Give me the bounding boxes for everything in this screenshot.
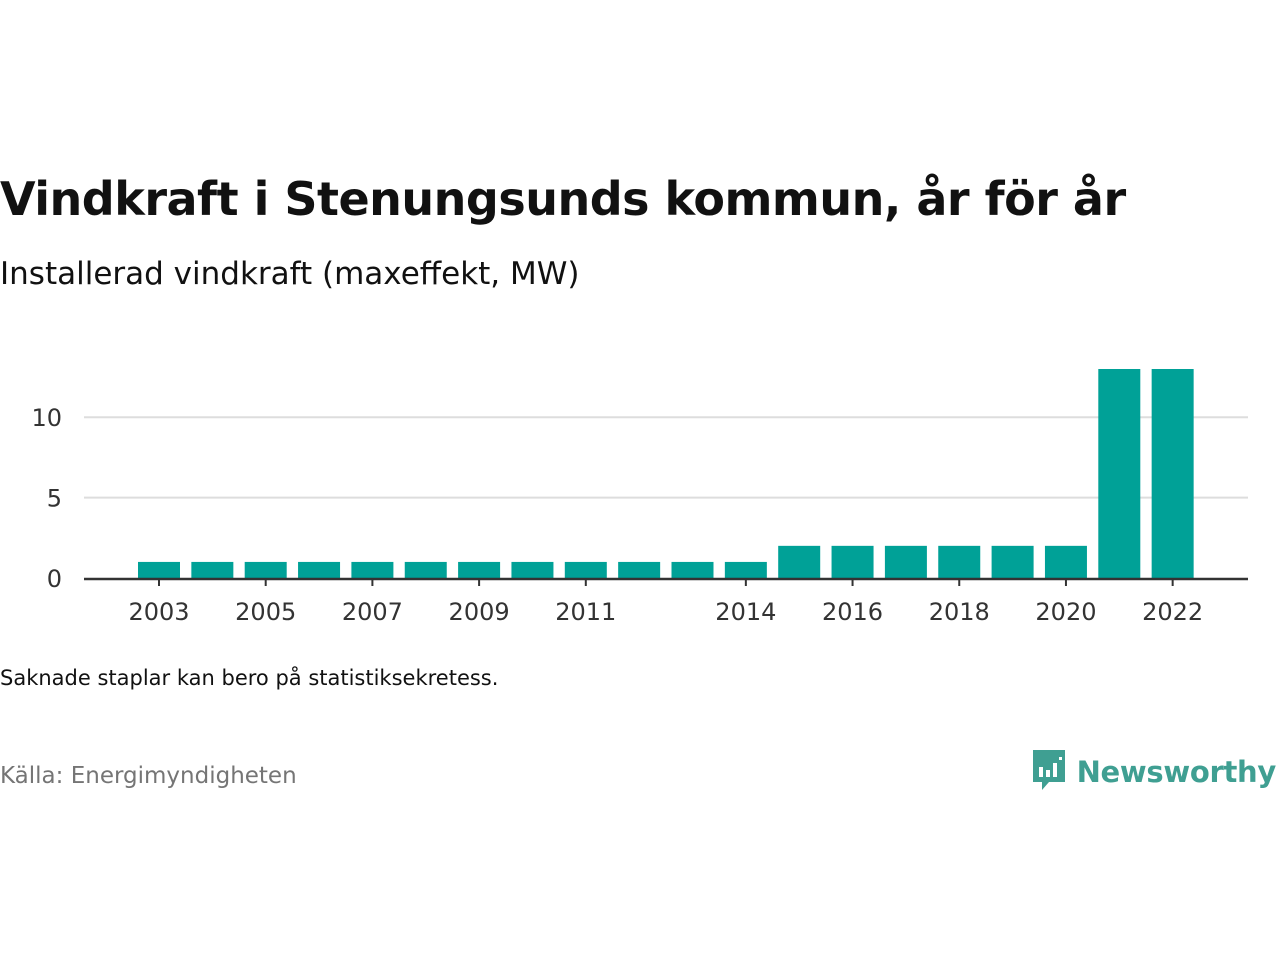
chart-subtitle: Installerad vindkraft (maxeffekt, MW) <box>0 256 580 292</box>
bar-2013 <box>671 561 714 578</box>
brand-logo: Newsworthy <box>1031 748 1276 796</box>
brand-name: Newsworthy <box>1076 755 1277 789</box>
bar-2009 <box>458 561 501 578</box>
bar-2021 <box>1098 369 1141 578</box>
y-tick-label: 10 <box>31 404 62 432</box>
y-tick-label: 5 <box>47 485 62 513</box>
x-tick-label: 2016 <box>822 598 883 626</box>
bar-2014 <box>724 561 767 578</box>
x-tick-label: 2007 <box>342 598 403 626</box>
chart-title: Vindkraft i Stenungsunds kommun, år för … <box>0 172 1126 226</box>
bar-2011 <box>564 561 607 578</box>
bar-2015 <box>778 545 821 578</box>
bar-2012 <box>618 561 661 578</box>
bar-2010 <box>511 561 554 578</box>
bar-2022 <box>1151 369 1194 578</box>
x-tick-label: 2014 <box>715 598 776 626</box>
bar-2006 <box>298 561 341 578</box>
axes: 0 5 10 2003 2005 2007 2009 2011 2014 2016 2018 2020… <box>31 404 1248 626</box>
x-tick-label: 2003 <box>128 598 189 626</box>
bars <box>138 369 1194 578</box>
x-tick-label: 2009 <box>449 598 510 626</box>
bar-2017 <box>884 545 927 578</box>
bar-2005 <box>244 561 287 578</box>
bar-chart: 0 5 10 2003 2005 2007 2009 2011 2014 2016 2018 2020… <box>31 369 1248 626</box>
footnote: Saknade staplar kan bero på statistiksek… <box>0 666 499 690</box>
bar-2018 <box>938 545 981 578</box>
bar-2019 <box>991 545 1034 578</box>
x-tick-label: 2020 <box>1035 598 1096 626</box>
bar-2016 <box>831 545 874 578</box>
x-tick-label: 2005 <box>235 598 296 626</box>
grid-lines <box>84 416 1248 499</box>
newsworthy-logo-icon <box>1031 748 1067 796</box>
bar-2004 <box>191 561 234 578</box>
bar-2020 <box>1044 545 1087 578</box>
source-label: Källa: Energimyndigheten <box>0 763 297 789</box>
bar-2007 <box>351 561 394 578</box>
bar-2008 <box>404 561 447 578</box>
x-tick-label: 2018 <box>929 598 990 626</box>
y-tick-label: 0 <box>47 565 62 593</box>
bar-2003 <box>138 561 180 578</box>
x-tick-label: 2011 <box>555 598 616 626</box>
x-tick-label: 2022 <box>1142 598 1203 626</box>
